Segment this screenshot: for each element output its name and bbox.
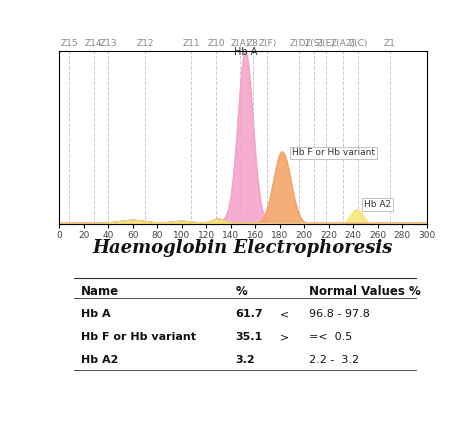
Text: 35.1: 35.1 [236, 332, 263, 342]
Text: 3.2: 3.2 [236, 355, 255, 365]
Text: Hb A2: Hb A2 [82, 355, 118, 365]
Text: Normal Values %: Normal Values % [309, 285, 421, 298]
Text: >: > [280, 332, 289, 342]
Text: 2.2 -  3.2: 2.2 - 3.2 [309, 355, 359, 365]
Text: Hb A2: Hb A2 [364, 200, 391, 209]
Text: Hb A: Hb A [234, 47, 257, 57]
Text: 96.8 - 97.8: 96.8 - 97.8 [309, 309, 370, 319]
Text: Name: Name [82, 285, 119, 298]
Text: 61.7: 61.7 [236, 309, 263, 319]
Text: Hb F or Hb variant: Hb F or Hb variant [292, 149, 375, 157]
Text: Haemoglobin Electrophoresis: Haemoglobin Electrophoresis [93, 240, 393, 258]
Text: Hb F or Hb variant: Hb F or Hb variant [82, 332, 196, 342]
Text: %: % [236, 285, 247, 298]
Text: =<  0.5: =< 0.5 [309, 332, 352, 342]
Text: <: < [280, 309, 289, 319]
Text: Hb A: Hb A [82, 309, 111, 319]
